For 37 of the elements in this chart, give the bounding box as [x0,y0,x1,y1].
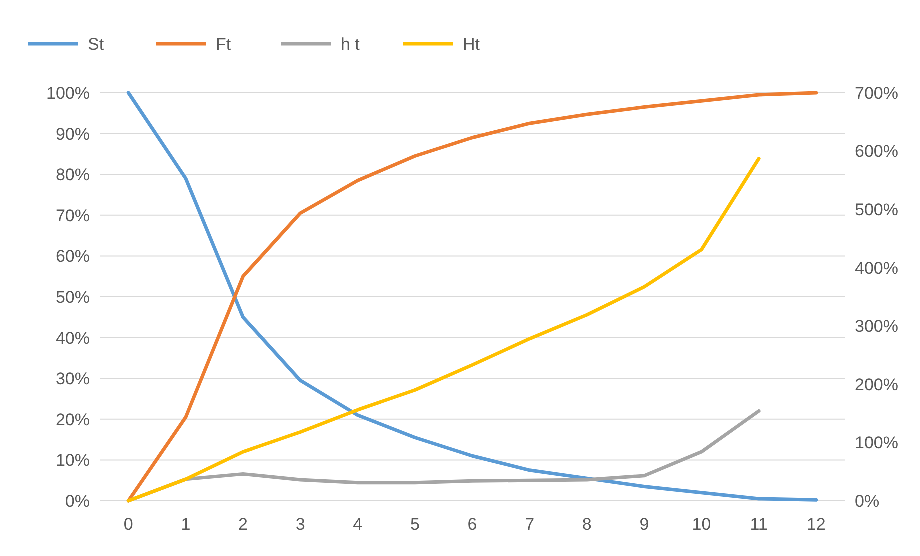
x-tick-label: 12 [806,515,826,534]
x-tick-label: 1 [181,515,191,534]
y2-tick-label: 500% [855,200,898,220]
y2-tick-label: 0% [855,492,880,511]
legend-label: Ht [463,34,480,54]
y-tick-label: 40% [56,328,90,348]
y2-tick-label: 700% [855,84,898,103]
y-tick-label: 100% [46,84,90,103]
line-series [126,157,761,503]
x-tick-label: 6 [468,515,478,534]
x-tick-label: 4 [353,515,363,534]
x-tick-label: 8 [582,515,592,534]
y-tick-label: 70% [56,206,90,226]
y-tick-label: 10% [56,451,90,470]
x-tick-label: 5 [410,515,420,534]
x-tick-label: 0 [124,515,134,534]
y-tick-label: 20% [56,410,90,430]
y2-tick-label: 200% [855,375,898,394]
legend-label: Ft [216,34,232,54]
x-tick-label: 2 [238,515,248,534]
y2-tick-label: 600% [855,142,898,162]
x-tick-label: 3 [296,515,306,534]
x-tick-label: 11 [750,515,768,534]
y2-tick-label: 400% [855,258,898,278]
y2-tick-label: 100% [855,434,898,453]
legend-label: St [88,34,104,54]
y2-tick-label: 300% [855,317,898,336]
y-tick-label: 50% [56,288,90,307]
y-tick-label: 90% [56,124,90,144]
y-tick-label: 80% [56,166,90,185]
x-tick-label: 9 [640,515,650,534]
y-tick-label: 0% [65,492,90,511]
y-tick-label: 30% [56,370,90,389]
y-tick-label: 60% [56,247,90,266]
x-tick-label: 10 [692,515,712,534]
x-tick-label: 7 [525,515,535,534]
legend-label: h t [341,34,360,54]
